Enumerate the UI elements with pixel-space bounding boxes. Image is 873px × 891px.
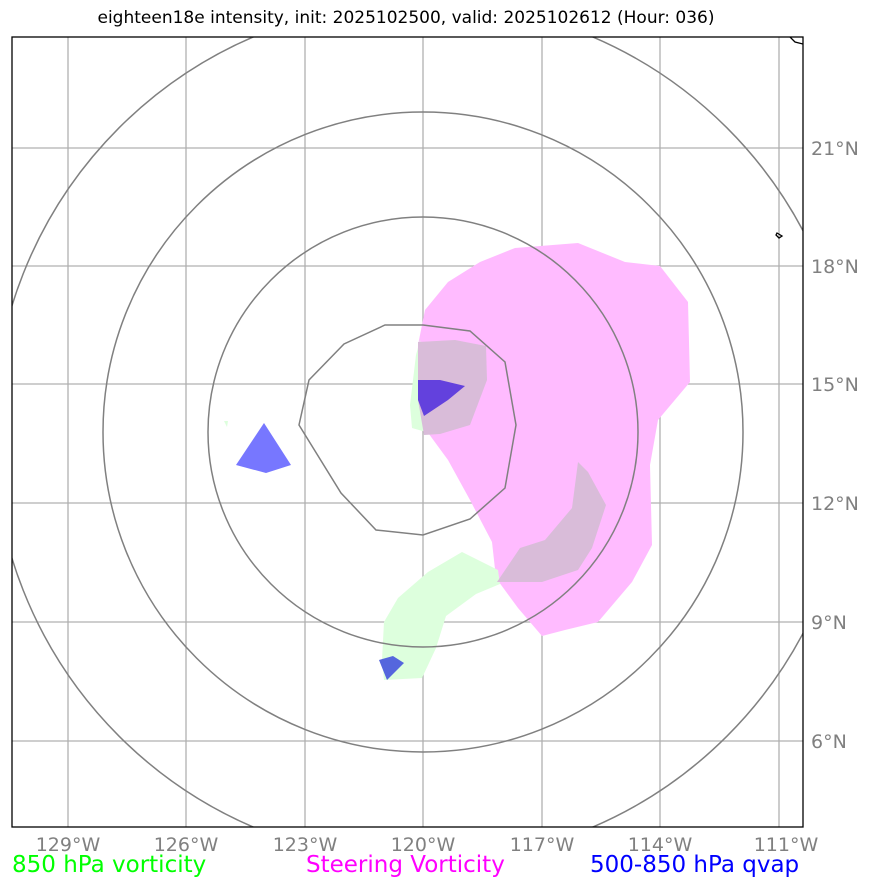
- legend-850-vorticity: 850 hPa vorticity: [12, 852, 207, 878]
- lat-tick-labels: 6°N 9°N 12°N 15°N 18°N 21°N: [811, 138, 859, 753]
- coastline-corner: [789, 37, 803, 45]
- gridlines: [12, 37, 803, 827]
- lon-tick-label: 120°W: [391, 834, 456, 856]
- range-ring-1: [298, 324, 517, 536]
- range-rings: [12, 37, 803, 827]
- steering-vorticity-area: [417, 243, 690, 636]
- map-title: eighteen18e intensity, init: 2025102500,…: [97, 8, 715, 28]
- qvap-area-south: [379, 656, 404, 680]
- lat-tick-label: 6°N: [811, 731, 847, 753]
- lon-tick-label: 129°W: [36, 834, 101, 856]
- lat-tick-label: 18°N: [811, 256, 859, 278]
- map-frame: [11, 36, 804, 828]
- legend-qvap: 500-850 hPa qvap: [590, 852, 800, 878]
- lat-tick-label: 15°N: [811, 374, 859, 396]
- lon-tick-label: 126°W: [154, 834, 219, 856]
- lon-tick-label: 111°W: [754, 834, 819, 856]
- range-ring-2: [207, 216, 639, 648]
- lon-tick-label: 114°W: [628, 834, 693, 856]
- overlap-area-south: [497, 462, 606, 582]
- qvap-area-west: [236, 423, 291, 473]
- legend-steering-vorticity: Steering Vorticity: [306, 852, 505, 878]
- lat-tick-label: 21°N: [811, 138, 859, 160]
- lat-tick-label: 9°N: [811, 612, 847, 634]
- lon-tick-labels: 129°W 126°W 123°W 120°W 117°W 114°W 111°…: [36, 834, 819, 856]
- lon-tick-label: 123°W: [273, 834, 338, 856]
- vorticity-850-area-south: [382, 552, 500, 680]
- vorticity-850-speck: [224, 421, 228, 427]
- coastline-fragment: [775, 232, 784, 239]
- lat-tick-label: 12°N: [811, 493, 859, 515]
- qvap-area-center: [418, 380, 465, 416]
- range-ring-3: [102, 111, 744, 753]
- lon-tick-label: 117°W: [510, 834, 575, 856]
